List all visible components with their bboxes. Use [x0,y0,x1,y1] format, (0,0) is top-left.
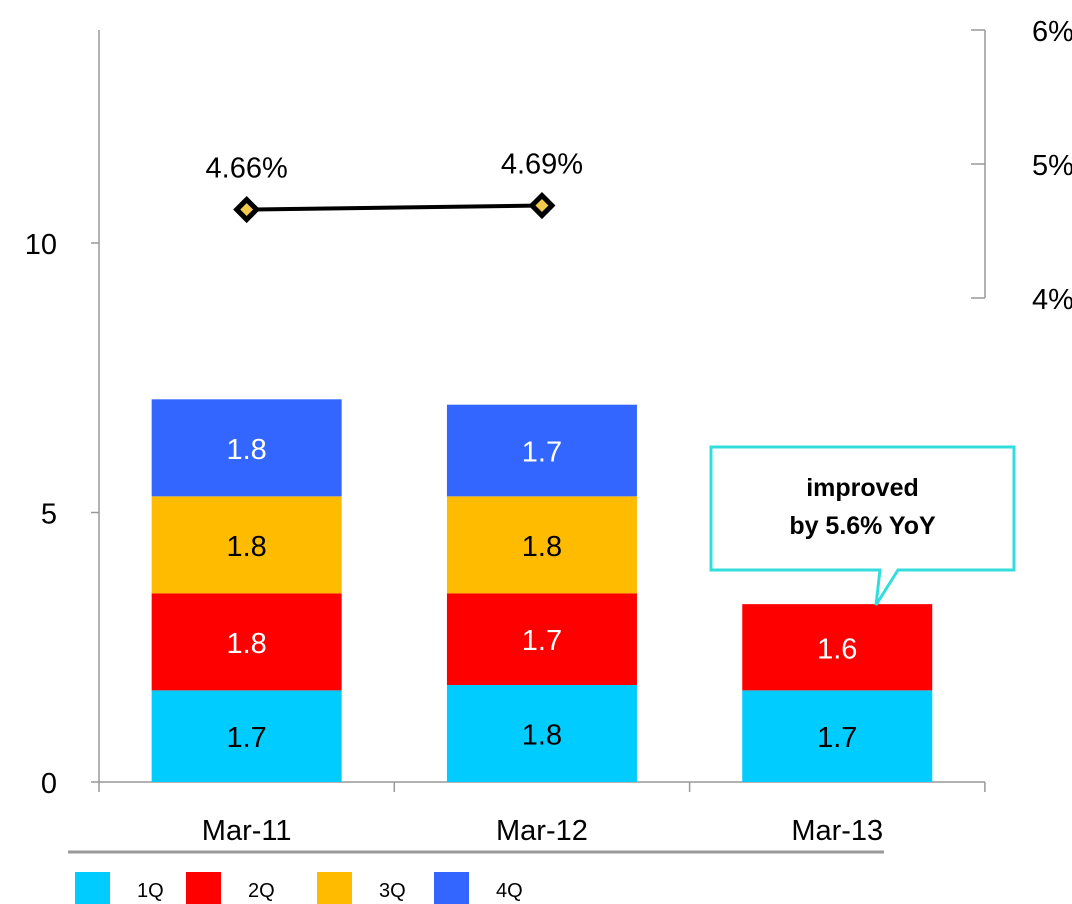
legend-label: 3Q [379,880,406,902]
secondary-tick-label: 5% [1032,150,1072,182]
bars: 1.7 1.8 1.8 1.8 1.8 1.7 1.8 1.7 1.7 1.6 [151,399,933,782]
bar-segment [446,593,637,685]
callout-box [709,445,1016,606]
axes: 0 5 10 Mar-11 Mar-12 Mar-13 4% 5% 6% [25,16,1072,854]
bar-segment [151,399,342,497]
bar-segment-label: 1.7 [817,722,857,754]
bar-segment [151,496,342,594]
bar-segment [742,690,933,782]
line-marker [233,196,261,224]
bar-segment-label: 1.8 [226,434,266,466]
bar-segment [151,690,342,782]
legend-swatch [434,872,469,904]
bar-segment-label: 1.8 [226,531,266,563]
y-tick-label: 5 [41,499,57,531]
bar-segment [151,593,342,691]
line-point-label: 4.69% [501,149,583,181]
legend-label: 2Q [248,880,275,902]
bar-segment-label: 1.6 [817,633,857,665]
bar-segment-label: 1.7 [522,437,562,469]
line-marker [528,192,556,220]
legend-swatch [317,872,352,904]
bar-segment [446,684,637,782]
bar-segment-label: 1.8 [522,719,562,751]
bar-segment [446,496,637,594]
x-tick-label: Mar-12 [496,815,588,847]
bar-segment [742,604,933,691]
line-series: 4.66% 4.69% [206,149,583,224]
x-tick-label: Mar-11 [202,815,292,847]
annotation-callout: improved by 5.6% YoY [709,445,1016,606]
y-tick-label: 0 [41,768,57,800]
bar-segment-label: 1.7 [226,722,266,754]
legend-swatch [186,872,221,904]
secondary-tick-label: 6% [1032,16,1072,48]
bar-segment-label: 1.7 [522,625,562,657]
legend: 1Q 2Q 3Q 4Q [75,872,523,904]
callout-text-line: by 5.6% YoY [789,512,936,540]
legend-label: 4Q [496,880,523,902]
legend-label: 1Q [137,880,164,902]
y-tick-label: 10 [25,229,57,261]
bar-segment-label: 1.8 [226,628,266,660]
legend-swatch [75,872,110,904]
x-tick-label: Mar-13 [791,815,883,847]
secondary-tick-label: 4% [1032,284,1072,316]
bar-segment-label: 1.8 [522,531,562,563]
line-path [246,203,542,212]
line-point-label: 4.66% [206,153,288,185]
callout-text-line: improved [806,474,919,502]
bar-segment [446,404,637,497]
